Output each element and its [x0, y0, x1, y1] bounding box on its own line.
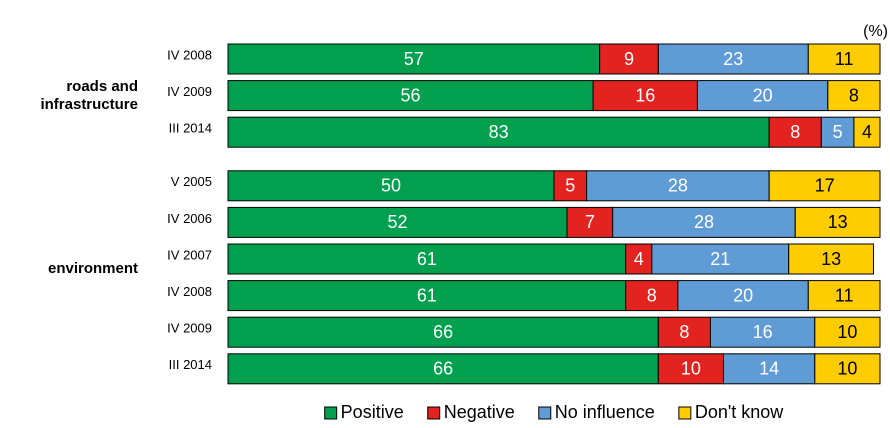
bar-segment [827, 80, 881, 112]
category-label: III 2014 [169, 121, 212, 136]
data-label: 17 [815, 176, 835, 196]
bar-segment [696, 80, 829, 112]
data-label: 66 [433, 359, 453, 379]
category-label: V 2005 [171, 174, 212, 189]
group-label: environment [47, 260, 138, 278]
bar-segment [625, 243, 653, 275]
bar-segment [768, 170, 881, 202]
data-label: 83 [489, 122, 509, 142]
bar-segment [227, 43, 601, 75]
bar-segment [768, 116, 822, 148]
bar-segment [227, 280, 627, 312]
legend-swatch [538, 406, 552, 420]
legend-label: Negative [444, 402, 515, 422]
data-label: 8 [647, 285, 657, 305]
group-label: roads and infrastructure [40, 77, 138, 113]
data-label: 10 [837, 359, 857, 379]
data-label: 16 [635, 85, 655, 105]
data-label: 20 [733, 285, 753, 305]
data-label: 28 [694, 212, 714, 232]
data-label: 23 [723, 49, 743, 69]
category-label: IV 2008 [167, 284, 212, 299]
category-label: IV 2009 [167, 84, 212, 99]
bar-segment [651, 243, 790, 275]
data-label: 56 [401, 85, 421, 105]
data-label: 28 [668, 176, 688, 196]
bar-segment [553, 170, 588, 202]
bar-segment [227, 316, 659, 348]
legend-swatch [427, 406, 441, 420]
data-label: 10 [837, 322, 857, 342]
legend-swatch [678, 406, 692, 420]
legend-label: Don't know [695, 402, 784, 422]
bar-segment [814, 316, 881, 348]
data-label: 20 [753, 85, 773, 105]
data-label: 13 [828, 212, 848, 232]
bar-segment [592, 80, 698, 112]
data-label: 10 [681, 359, 701, 379]
bar-segment [657, 353, 725, 385]
legend-label: No influence [555, 402, 655, 422]
data-label: 11 [835, 49, 854, 69]
data-label: 8 [679, 322, 689, 342]
data-label: 50 [381, 176, 401, 196]
bar-segment [709, 316, 816, 348]
category-label: IV 2007 [167, 247, 212, 262]
data-label: 14 [759, 359, 779, 379]
bar-segment [227, 243, 627, 275]
bar-segment [599, 43, 659, 75]
data-label: 13 [821, 249, 841, 269]
bar-segment [723, 353, 816, 385]
bar-segment [227, 170, 555, 202]
data-label: 57 [404, 49, 424, 69]
data-label: 61 [417, 285, 437, 305]
bar-segment [566, 206, 614, 238]
data-label: 9 [624, 49, 634, 69]
bar-segment [612, 206, 796, 238]
data-label: 52 [388, 212, 408, 232]
data-label: 8 [849, 85, 859, 105]
unit-label: (%) [863, 23, 888, 40]
data-label: 5 [565, 176, 575, 196]
data-label: 21 [710, 249, 730, 269]
legend-swatch [324, 406, 338, 420]
category-label: III 2014 [169, 357, 212, 372]
data-label: 66 [433, 322, 453, 342]
data-label: 16 [753, 322, 773, 342]
bar-segment [227, 116, 770, 148]
data-label: 4 [862, 122, 872, 142]
legend-label: Positive [341, 402, 404, 422]
data-label: 61 [417, 249, 437, 269]
bar-segment [853, 116, 881, 148]
data-label: 11 [835, 285, 854, 305]
data-label: 5 [833, 122, 843, 142]
category-label: IV 2006 [167, 211, 212, 226]
bar-segment [227, 206, 568, 238]
category-label: IV 2009 [167, 321, 212, 336]
bar-segment [794, 206, 881, 238]
bar-segment [677, 280, 809, 312]
bar-segment [807, 43, 881, 75]
category-label: IV 2008 [167, 47, 212, 62]
bar-segment [814, 353, 881, 385]
bar-segment [788, 243, 874, 275]
data-label: 8 [790, 122, 800, 142]
bar-segment [807, 280, 881, 312]
data-label: 4 [634, 249, 644, 269]
data-label: 7 [585, 212, 595, 232]
bar-segment [657, 43, 809, 75]
bar-segment [227, 80, 594, 112]
